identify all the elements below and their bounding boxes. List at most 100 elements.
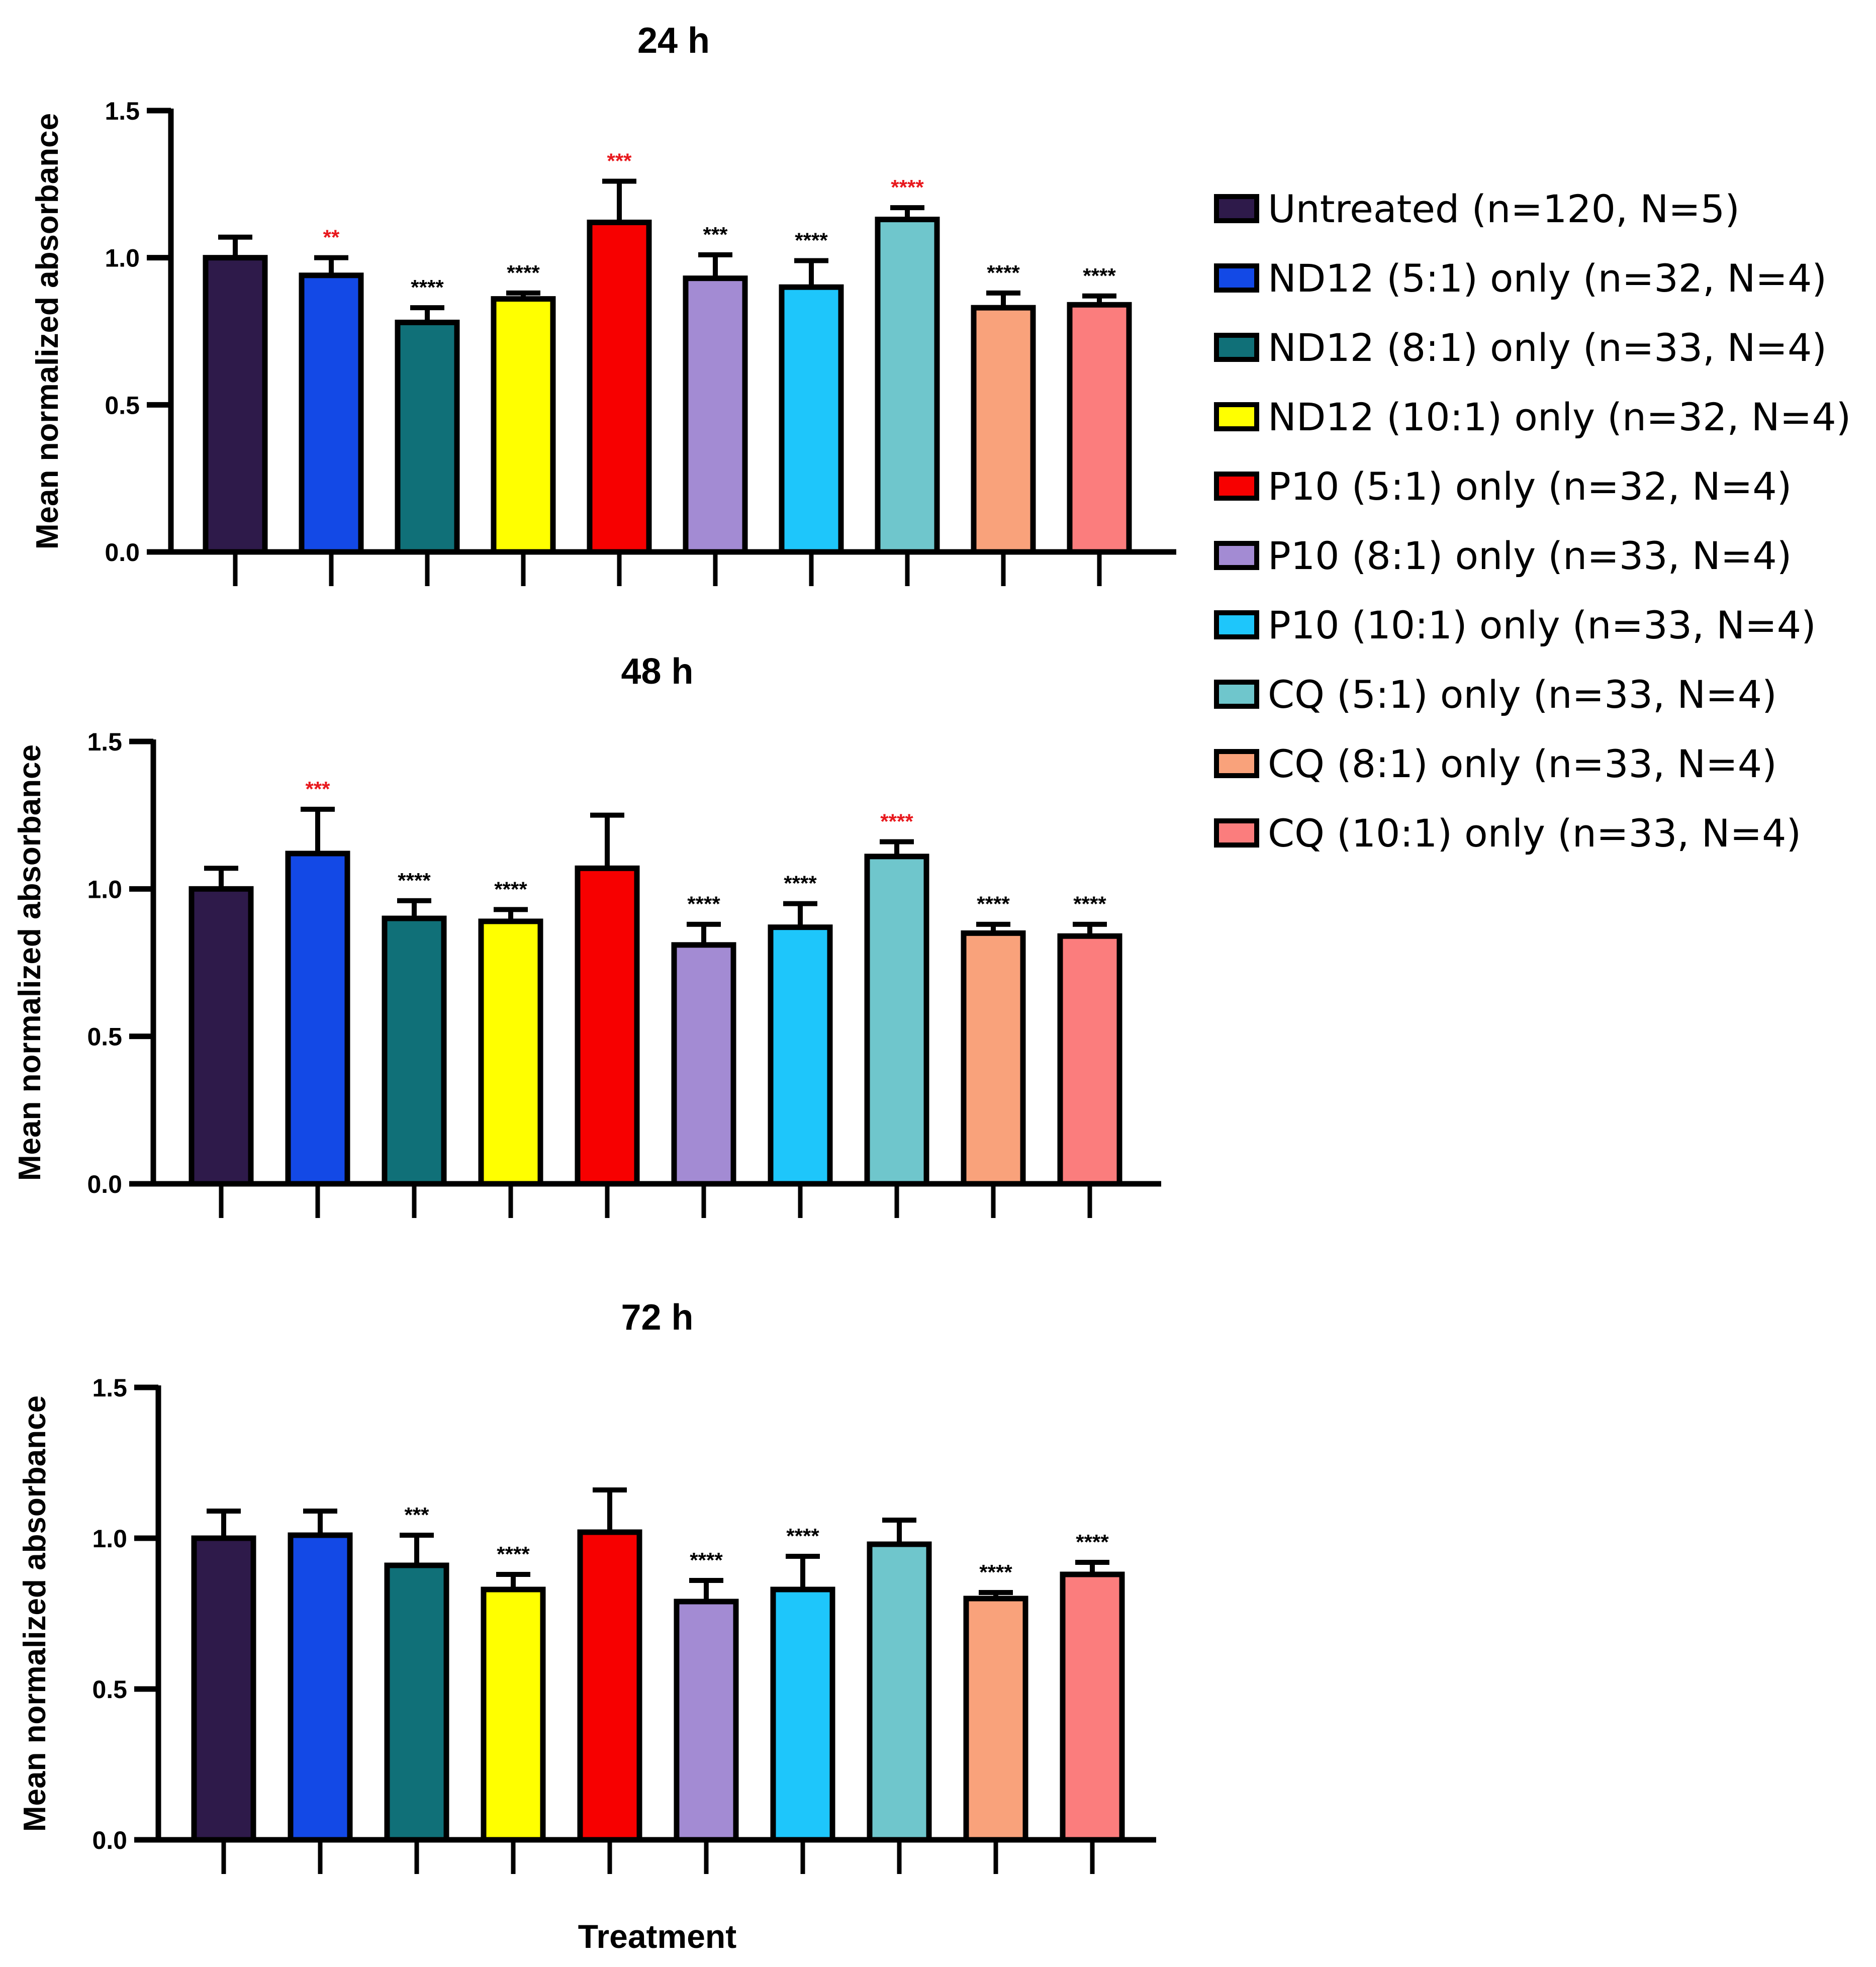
legend-swatch bbox=[1214, 194, 1259, 223]
significance-label: *** bbox=[305, 777, 330, 801]
significance-label: **** bbox=[891, 175, 924, 199]
y-axis-label: Mean normalized absorbance bbox=[18, 1395, 52, 1832]
significance-label: *** bbox=[404, 1503, 429, 1527]
bar bbox=[478, 918, 543, 1187]
legend-item: CQ (10:1) only (n=33, N=4) bbox=[1214, 811, 1801, 856]
chart-panel-1: 24 h Mean normalized absorbance 0.0 0.5 1.0 1… bbox=[30, 21, 1176, 586]
significance-label: ** bbox=[323, 226, 340, 249]
bar bbox=[577, 1529, 642, 1843]
bar bbox=[288, 1532, 353, 1843]
y-tick-label: 0.5 bbox=[87, 1023, 122, 1051]
legend-swatch bbox=[1214, 818, 1259, 848]
bar bbox=[1057, 933, 1122, 1187]
y-tick-label: 1.5 bbox=[87, 728, 122, 756]
legend-label: P10 (10:1) only (n=33, N=4) bbox=[1268, 603, 1816, 647]
significance-label: **** bbox=[795, 229, 828, 252]
bar bbox=[395, 319, 460, 555]
significance-label: **** bbox=[398, 869, 431, 892]
legend-swatch bbox=[1214, 402, 1259, 431]
y-tick-label: 1.5 bbox=[92, 1374, 127, 1402]
legend-label: ND12 (10:1) only (n=32, N=4) bbox=[1268, 395, 1851, 439]
significance-label: **** bbox=[979, 1560, 1012, 1584]
bar bbox=[875, 217, 940, 555]
bar bbox=[963, 1596, 1028, 1843]
bar bbox=[285, 851, 350, 1187]
significance-label: **** bbox=[411, 275, 444, 299]
significance-label: **** bbox=[690, 1548, 723, 1572]
significance-label: **** bbox=[497, 1542, 530, 1566]
chart-panel-3: 72 h Mean normalized absorbance 0.0 0.5 1.0 1… bbox=[18, 1297, 1156, 1955]
legend-swatch bbox=[1214, 541, 1259, 570]
legend-item: P10 (10:1) only (n=33, N=4) bbox=[1214, 603, 1816, 647]
significance-label: **** bbox=[1073, 892, 1106, 916]
y-tick-label: 0.0 bbox=[87, 1170, 122, 1198]
legend-label: CQ (5:1) only (n=33, N=4) bbox=[1268, 672, 1777, 717]
legend-swatch bbox=[1214, 610, 1259, 639]
bar bbox=[191, 1535, 256, 1843]
y-axis-label: Mean normalized absorbance bbox=[30, 113, 65, 549]
significance-label: **** bbox=[987, 261, 1020, 285]
y-tick-label: 0.0 bbox=[92, 1826, 127, 1854]
significance-label: **** bbox=[1076, 1530, 1109, 1554]
y-tick-label: 1.0 bbox=[105, 244, 140, 272]
bar bbox=[491, 296, 556, 555]
legend-item: ND12 (8:1) only (n=33, N=4) bbox=[1214, 325, 1827, 370]
bar bbox=[770, 1586, 835, 1843]
bar bbox=[189, 886, 254, 1187]
bar bbox=[971, 305, 1036, 555]
chart-panel-2: 48 h Mean normalized absorbance 0.0 0.5 1.0 1… bbox=[13, 651, 1161, 1218]
significance-label: **** bbox=[880, 809, 913, 833]
y-tick-label: 0.5 bbox=[105, 391, 140, 419]
legend-label: CQ (10:1) only (n=33, N=4) bbox=[1268, 811, 1801, 856]
legend-item: P10 (8:1) only (n=33, N=4) bbox=[1214, 533, 1792, 578]
legend-swatch bbox=[1214, 749, 1259, 778]
legend-label: P10 (8:1) only (n=33, N=4) bbox=[1268, 533, 1792, 578]
bar bbox=[1067, 302, 1132, 555]
significance-label: **** bbox=[977, 892, 1010, 916]
y-tick-label: 1.0 bbox=[92, 1525, 127, 1553]
bar bbox=[1060, 1571, 1125, 1843]
significance-label: **** bbox=[1083, 264, 1116, 288]
significance-label: **** bbox=[784, 872, 817, 895]
y-tick-label: 0.0 bbox=[105, 538, 140, 567]
bar bbox=[587, 219, 652, 555]
charts-layer: 24 h Mean normalized absorbance 0.0 0.5 1.0 1… bbox=[13, 21, 1176, 1955]
bar bbox=[671, 942, 736, 1187]
bar bbox=[575, 865, 640, 1187]
bar bbox=[867, 1541, 932, 1843]
chart-title: 72 h bbox=[621, 1297, 693, 1338]
legend-item: ND12 (10:1) only (n=32, N=4) bbox=[1214, 395, 1851, 439]
bar bbox=[768, 924, 833, 1187]
y-tick-label: 1.0 bbox=[87, 875, 122, 903]
significance-label: **** bbox=[786, 1524, 819, 1548]
legend-swatch bbox=[1214, 472, 1259, 501]
y-axis-label: Mean normalized absorbance bbox=[13, 744, 47, 1181]
chart-title: 24 h bbox=[637, 21, 710, 61]
bar bbox=[481, 1586, 546, 1843]
legend-swatch bbox=[1214, 333, 1259, 362]
significance-label: *** bbox=[703, 223, 728, 246]
bar bbox=[384, 1562, 449, 1843]
bar bbox=[299, 272, 364, 555]
bar bbox=[779, 284, 844, 555]
x-axis-label: Treatment bbox=[578, 1918, 736, 1955]
legend: Untreated (n=120, N=5) ND12 (5:1) only (n… bbox=[1214, 186, 1851, 856]
bar bbox=[674, 1599, 739, 1843]
significance-label: **** bbox=[687, 892, 720, 916]
bar bbox=[864, 854, 929, 1187]
bar bbox=[683, 275, 748, 555]
y-tick-label: 0.5 bbox=[92, 1675, 127, 1704]
legend-item: CQ (5:1) only (n=33, N=4) bbox=[1214, 672, 1777, 717]
bar bbox=[961, 930, 1026, 1187]
bar bbox=[382, 915, 447, 1187]
chart-title: 48 h bbox=[621, 651, 693, 692]
legend-label: P10 (5:1) only (n=32, N=4) bbox=[1268, 464, 1792, 509]
legend-swatch bbox=[1214, 263, 1259, 293]
legend-label: CQ (8:1) only (n=33, N=4) bbox=[1268, 741, 1777, 786]
significance-label: *** bbox=[607, 149, 632, 172]
significance-label: **** bbox=[507, 261, 540, 285]
legend-item: Untreated (n=120, N=5) bbox=[1214, 186, 1740, 231]
legend-swatch bbox=[1214, 680, 1259, 709]
legend-item: P10 (5:1) only (n=32, N=4) bbox=[1214, 464, 1792, 509]
